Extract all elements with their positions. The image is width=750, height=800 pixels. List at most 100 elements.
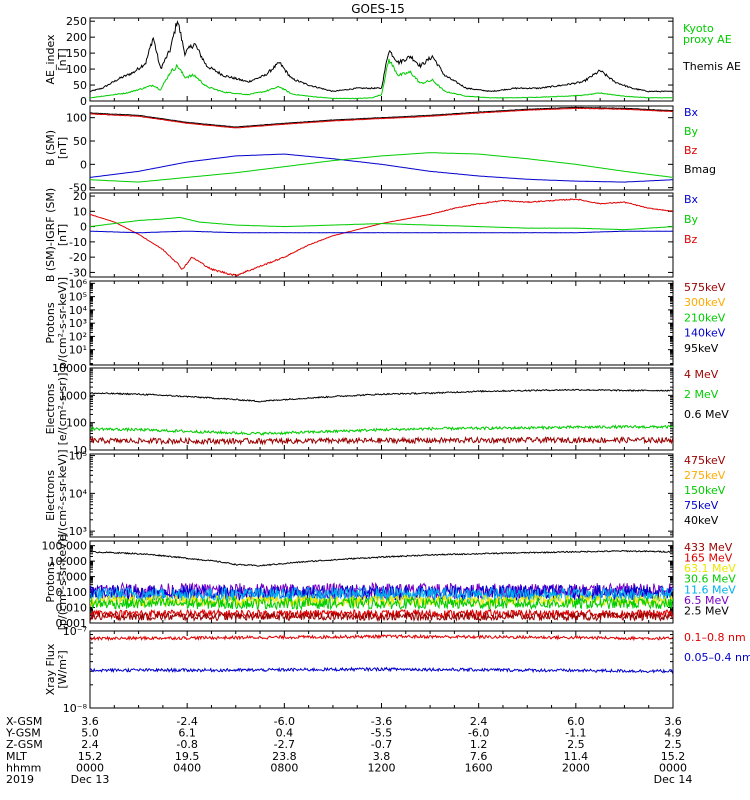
x-row-value: -0.8: [176, 738, 197, 751]
y-axis-label: B (SM)-IGRF (SM)[nT]: [44, 188, 69, 282]
x-row-value: -1.1: [565, 727, 586, 740]
legend-entry: 210keV: [684, 311, 726, 324]
y-tick-label: 1.000: [56, 571, 88, 584]
panel-protons1: 10¹10²10³10⁴10⁵10⁶Protonsp/(cm²-s-sr-keV…: [44, 277, 726, 369]
y-axis-label: Electronse/(cm²-s-sr-keV)]: [44, 450, 69, 542]
legend-electrons1: 4 MeV 2 MeV 0.6 MeV: [684, 368, 729, 421]
legend-entry: 433 MeV: [684, 541, 733, 554]
y-axis-label-line: e/(cm²-s-sr-keV)]: [56, 450, 69, 542]
legend-xray: 0.1–0.8 nm 0.05–0.4 nm: [684, 631, 750, 664]
y-tick-label: 10⁻⁸: [63, 702, 88, 715]
x-row-value: 11.4: [564, 750, 589, 763]
series-line-bsm-blue: [90, 153, 673, 183]
series-line-protons2-red: [90, 608, 673, 620]
y-tick-label: -10: [69, 236, 87, 249]
series-line-ae-green: [90, 58, 673, 100]
x-row-value: 0400: [173, 761, 201, 774]
series-line-xray-blue: [90, 666, 673, 675]
y-axis-label: Protons[p/(cm²-s-sr-keV)]: [44, 534, 69, 631]
x-row-value: 0000: [76, 761, 104, 774]
legend-entry: Bx: [684, 193, 699, 206]
y-axis-label: Xray Flux[W/m²]: [44, 643, 69, 695]
x-row-value: 0800: [270, 761, 298, 774]
x-row-value: 2.5: [664, 738, 682, 751]
panel-frame-protons2: [89, 540, 674, 624]
legend-entry: 475keV: [684, 454, 726, 467]
legend-entry: 6.5 MeV: [684, 594, 729, 607]
series-group-electrons1: [90, 388, 673, 446]
x-row-value: -5.5: [371, 727, 392, 740]
legend-protons1: 575keV 300keV 210keV 140keV 95keV: [684, 281, 726, 355]
x-row-value: 0000: [659, 761, 687, 774]
y-axis-label-line: AE_index: [44, 34, 57, 85]
x-row-value: 19.5: [175, 750, 200, 763]
y-tick-label: 10⁴: [69, 487, 88, 500]
x-row-value: 0.4: [276, 727, 294, 740]
y-tick-label: 10³: [69, 525, 87, 538]
legend-entry: By: [684, 125, 699, 138]
y-tick-label: 250: [66, 15, 87, 28]
legend-entry: Bz: [684, 233, 698, 246]
series-line-bsmigrf-red: [90, 198, 673, 277]
x-row-value: 1200: [368, 761, 396, 774]
legend-entry: 30.6 MeV: [684, 573, 736, 586]
legend-entry: 140keV: [684, 327, 726, 340]
y-axis-label: B (SM)[nT]: [44, 130, 69, 166]
y-tick-label: 10.000: [49, 555, 88, 568]
y-tick-label: 10⁵: [69, 291, 87, 304]
y-tick-label: 1000: [59, 389, 87, 402]
y-tick-label: 10⁴: [69, 304, 88, 317]
legend-entry: Bx: [684, 106, 699, 119]
series-line-ae-black: [90, 19, 673, 93]
legend-entry: 11.6 MeV: [684, 583, 736, 596]
y-tick-label: 0: [80, 158, 87, 171]
series-line-protons2-blue: [90, 583, 673, 602]
series-line-bsm-red: [90, 107, 673, 129]
y-tick-label: 0: [80, 221, 87, 234]
legend-entry: 575keV: [684, 281, 726, 294]
series-line-protons2-cyan: [90, 585, 673, 604]
legend-entry: 0.05–0.4 nm: [684, 651, 750, 664]
y-tick-label: 10¹: [69, 344, 87, 357]
series-line-protons2-green: [90, 596, 673, 611]
x-row-value: 7.6: [470, 750, 488, 763]
x-row-value: 15.2: [661, 750, 686, 763]
y-tick-label: 0.100: [56, 586, 88, 599]
y-axis-label-line: [nT]: [56, 224, 69, 246]
y-tick-label: 100.000: [42, 540, 88, 553]
x-row-value: 3.8: [373, 750, 391, 763]
y-axis-label-line: [nT]: [56, 137, 69, 159]
legend-electrons2: 475keV 275keV 150keV 75keV 40keV: [684, 454, 726, 527]
y-tick-label: 0: [80, 95, 87, 108]
legend-entry: 4 MeV: [684, 368, 719, 381]
legend-entry: 2.5 MeV: [684, 604, 729, 617]
series-group-protons2: [90, 549, 673, 623]
x-row-value: 2000: [562, 761, 590, 774]
series-line-protons2-darkred: [90, 610, 673, 623]
y-axis-label-line: B (SM)-IGRF (SM): [44, 188, 57, 282]
y-tick-label: 20: [73, 190, 87, 203]
x-row-value: 4.9: [664, 727, 682, 740]
series-line-bsm-green: [90, 152, 673, 183]
legend-entry: 275keV: [684, 469, 726, 482]
x-row-value: 3.6: [664, 715, 682, 728]
y-tick-label: 10⁶: [69, 277, 88, 290]
y-tick-label: -30: [69, 266, 87, 279]
y-axis-label-line: [nT]: [56, 48, 69, 70]
x-row-label: X-GSM: [6, 715, 42, 728]
x-row-label: Y-GSM: [5, 727, 41, 740]
y-axis-label-line: [p/(cm²-s-sr-keV)]: [56, 534, 69, 631]
legend-bsmigrf: Bx By Bz: [684, 193, 699, 246]
legend-entry: 40keV: [684, 514, 719, 527]
x-axis-table: X-GSM 3.6 -2.4 -6.0 -3.6 2.4 6.0 3.6 Y-GSM 5.0 6.1…: [5, 715, 692, 786]
x-row-value: 6.0: [567, 715, 585, 728]
x-row-value: -3.6: [371, 715, 392, 728]
legend-entry: 150keV: [684, 484, 726, 497]
x-row-label: 2019: [6, 773, 34, 786]
series-group-xray: [90, 633, 673, 675]
x-row-value: 1600: [465, 761, 493, 774]
